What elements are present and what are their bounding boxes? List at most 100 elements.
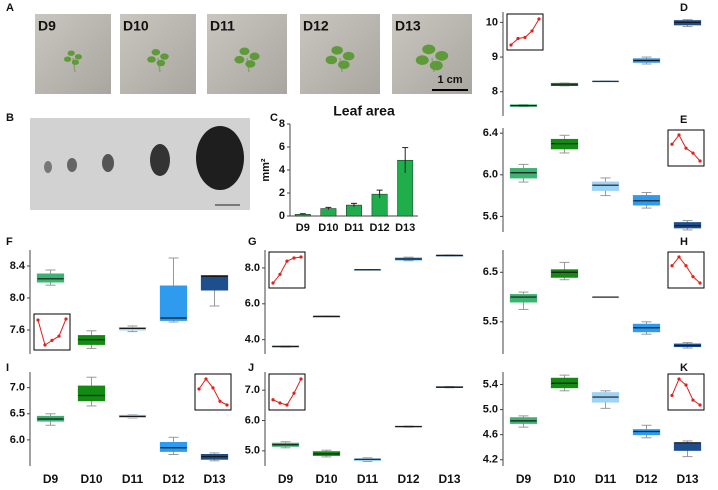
inset-frame [33, 313, 71, 351]
inset-point [684, 146, 688, 150]
seedling-leaf [331, 46, 343, 55]
inset-point [292, 256, 296, 260]
y-tick-label: 7.0 [245, 384, 260, 396]
box [550, 269, 579, 278]
panel-letter: H [680, 236, 688, 248]
seedling-leaf [160, 53, 169, 60]
y-tick-label: 6 [279, 141, 285, 153]
box [77, 385, 106, 402]
seedling-leaf [429, 60, 443, 71]
photo-label: D11 [210, 18, 235, 34]
panel-letter: D [680, 2, 688, 14]
inset-point [299, 255, 303, 259]
y-tick-label: 8.4 [10, 260, 26, 272]
x-tick-label: D11 [344, 222, 364, 234]
x-tick-label: D13 [676, 472, 698, 486]
box [509, 294, 538, 303]
x-tick-label: D10 [80, 472, 102, 486]
inset-point [285, 403, 289, 407]
x-tick-label: D12 [397, 472, 419, 486]
inset-point [670, 393, 674, 398]
x-tick-label: D10 [318, 222, 338, 234]
y-tick-label: 8 [492, 86, 498, 98]
inset-point [698, 159, 702, 163]
y-tick-label: 4.6 [483, 429, 498, 441]
panel-letter: B [6, 112, 14, 124]
panel-letter: F [6, 236, 13, 248]
x-tick-label: D13 [438, 472, 460, 486]
y-tick-label: 6.5 [10, 408, 25, 420]
seedling-leaf [325, 55, 338, 65]
x-tick-label: D12 [635, 472, 657, 486]
seedling-leaf [64, 56, 72, 62]
seedling-leaf [338, 60, 350, 70]
panel-letter: I [6, 362, 9, 374]
inset-frame [268, 251, 306, 289]
x-tick-label: D12 [162, 472, 184, 486]
box [159, 285, 188, 321]
box [632, 429, 661, 436]
box [159, 442, 188, 452]
inset-point [50, 338, 54, 342]
photo-label: D12 [303, 18, 329, 34]
x-tick-label: D12 [370, 222, 390, 234]
seedling-leaf [342, 51, 355, 61]
inset-point [509, 43, 513, 47]
y-tick-label: 4.2 [483, 454, 498, 466]
panel-letter: K [680, 362, 688, 374]
inset-point [218, 399, 222, 403]
photo-label: D10 [123, 18, 149, 34]
seedling-leaf [422, 44, 436, 55]
y-tick-label: 6.4 [483, 127, 499, 139]
inset-frame [506, 13, 544, 51]
panel-letter: E [680, 114, 687, 126]
inset-point [670, 264, 674, 268]
inset-point [211, 386, 215, 390]
inset-point [225, 403, 229, 407]
seedling-leaf [234, 55, 245, 64]
inset-point [677, 255, 681, 259]
y-tick-label: 6.0 [10, 434, 25, 446]
inset-point [684, 383, 688, 387]
y-tick-label: 0 [279, 210, 285, 222]
panel-letter: A [6, 2, 14, 14]
photo [392, 14, 472, 94]
silhouette-image [30, 118, 250, 210]
panel-letter: J [248, 362, 254, 374]
inset-point [57, 334, 61, 338]
x-tick-label: D11 [357, 472, 379, 486]
inset-point [523, 35, 527, 40]
seedling-leaf [74, 54, 82, 60]
y-tick-label: 10 [486, 16, 498, 28]
x-tick-label: D11 [122, 472, 144, 486]
inset-point [516, 36, 520, 41]
inset-point [530, 29, 534, 33]
y-tick-label: 9 [492, 51, 498, 63]
inset-point [197, 387, 201, 391]
x-tick-label: D13 [203, 472, 225, 486]
seedling-leaf [156, 59, 166, 67]
x-tick-label: D9 [43, 472, 59, 486]
y-tick-label: 8.0 [10, 292, 25, 304]
inset-point [677, 377, 681, 381]
inset-point [278, 272, 282, 277]
x-tick-label: D13 [395, 222, 415, 234]
inset-point [271, 398, 275, 402]
inset-point [204, 377, 208, 381]
x-tick-label: D9 [516, 472, 532, 486]
seedling-leaf [151, 49, 161, 56]
panel-letter: C [270, 112, 278, 124]
inset-point [292, 391, 296, 395]
seedling-leaf [239, 47, 250, 56]
seedling-leaf [435, 50, 449, 61]
inset-point [670, 142, 674, 146]
box [591, 181, 620, 191]
seedling-leaf [249, 52, 260, 61]
y-tick-label: 5.0 [483, 404, 498, 416]
y-tick-label: 4.0 [245, 334, 260, 346]
seedling-leaf [245, 60, 256, 68]
y-tick-label: 6.5 [483, 266, 498, 278]
inset-point [698, 281, 702, 285]
seedling-leaf [71, 59, 79, 65]
